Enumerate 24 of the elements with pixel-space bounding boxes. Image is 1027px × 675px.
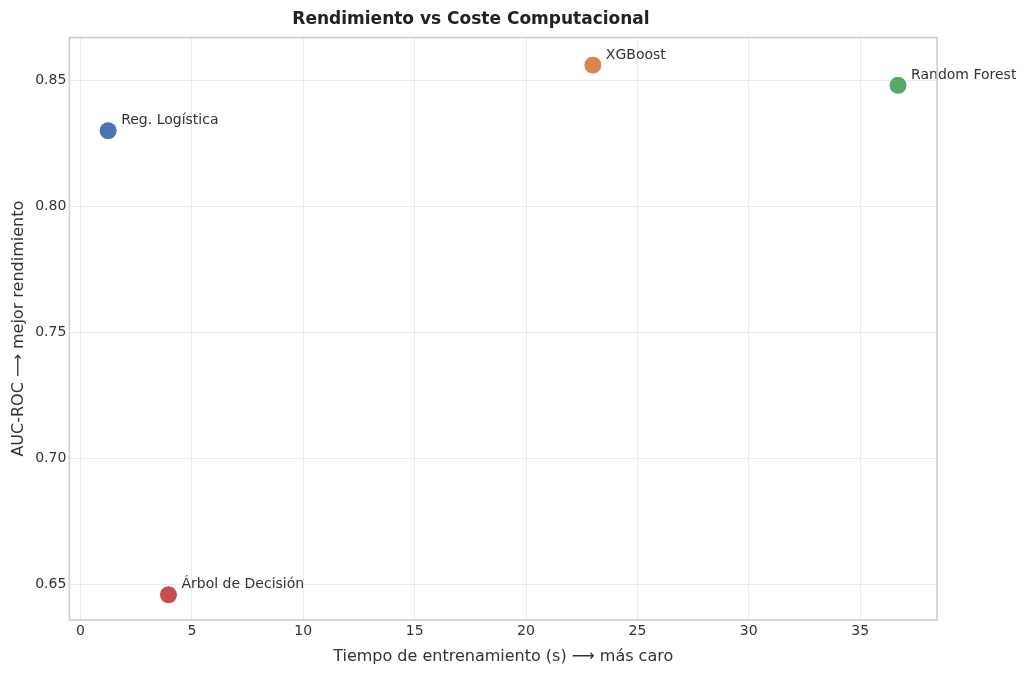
x-tick-label: 25 <box>628 622 647 639</box>
point <box>98 121 118 141</box>
point <box>159 585 178 605</box>
x-tick-label: 35 <box>851 622 870 639</box>
x-tick-label: 10 <box>294 622 313 639</box>
x-tick-label: 20 <box>517 622 535 639</box>
chart-title: Rendimiento vs Coste Computacional <box>292 7 650 28</box>
point <box>888 75 908 95</box>
x-tick-label: 30 <box>739 622 758 639</box>
point <box>583 55 603 75</box>
x-tick-label: 15 <box>405 622 424 639</box>
y-tick-label: 0.65 <box>35 575 67 592</box>
series-label: Reg. Logística <box>121 111 219 128</box>
y-axis-title: AUC-ROC ⟶ mejor rendimiento <box>7 200 27 457</box>
y-tick-label: 0.75 <box>35 323 67 340</box>
y-tick-label: 0.80 <box>35 197 67 214</box>
x-tick-label: 0 <box>76 622 85 639</box>
y-tick-label: 0.85 <box>35 70 67 87</box>
y-tick-label: 0.70 <box>35 449 67 466</box>
x-tick-label: 5 <box>187 622 197 639</box>
series-label: Árbol de Decisión <box>181 575 305 592</box>
series-label: XGBoost <box>605 45 667 62</box>
series-label: Random Forest <box>911 65 1017 82</box>
x-axis-title: Tiempo de entrenamiento (s) ⟶ más caro <box>332 645 674 665</box>
